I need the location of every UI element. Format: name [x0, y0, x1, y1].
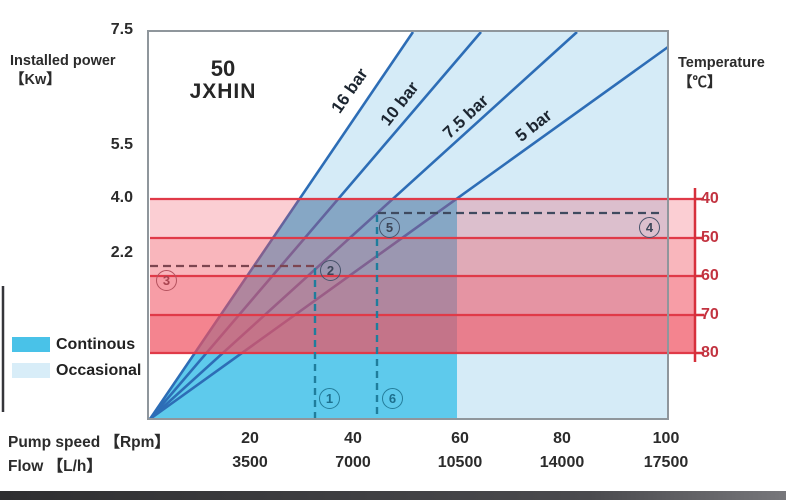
marker-2: 2: [320, 260, 341, 281]
flow-axis-title: Flow 【L/h】: [8, 458, 102, 475]
pressure-line-10bar: [149, 31, 482, 420]
power-tick-5-5: 5.5: [110, 136, 133, 153]
power-axis-title: Installed power: [10, 53, 116, 69]
flow-tick-3500: 3500: [232, 454, 268, 471]
temp-tick-50: 50: [701, 229, 719, 246]
power-tick-4-0: 4.0: [110, 189, 133, 206]
temp-tick-80: 80: [701, 344, 719, 361]
marker-4: 4: [639, 217, 660, 238]
legend-label-occasional: Occasional: [56, 362, 142, 379]
speed-tick-80: 80: [553, 430, 571, 447]
temp-tick-70: 70: [701, 306, 719, 323]
power-tick-7-5: 7.5: [110, 21, 133, 38]
flow-tick-7000: 7000: [335, 454, 371, 471]
marker-6: 6: [382, 388, 403, 409]
marker-1: 1: [319, 388, 340, 409]
speed-axis-title: Pump speed 【Rpm】: [8, 434, 170, 451]
legend-label-continuous: Continous: [56, 336, 136, 353]
power-tick-2-2: 2.2: [110, 244, 133, 261]
chart-model-title: 50 JXHIN: [148, 56, 298, 104]
temperature-axis-title: Temperature: [678, 55, 765, 71]
temperature-band-lines: [150, 197, 695, 355]
temp-tick-40: 40: [701, 190, 719, 207]
pressure-lines: [148, 31, 669, 421]
chart-model-name: JXHIN: [189, 80, 257, 103]
pressure-line-5bar: [149, 45, 669, 421]
temperature-axis: [693, 188, 704, 362]
pressure-line-16bar: [148, 31, 415, 420]
flow-tick-17500: 17500: [643, 454, 689, 471]
plot-border: [147, 30, 669, 420]
marker-3: 3: [156, 270, 177, 291]
temperature-bands: [150, 199, 695, 353]
page-edge-bottom: [0, 491, 786, 500]
speed-tick-60: 60: [451, 430, 469, 447]
power-axis-unit: 【Kw】: [10, 72, 61, 88]
speed-tick-20: 20: [241, 430, 259, 447]
speed-tick-40: 40: [344, 430, 362, 447]
legend-swatch-continuous: [12, 337, 50, 352]
chart-model-number: 50: [210, 56, 236, 81]
temp-tick-60: 60: [701, 267, 719, 284]
pressure-line-7_5bar: [149, 31, 578, 420]
legend-swatch-occasional: [12, 363, 50, 378]
flow-tick-10500: 10500: [437, 454, 483, 471]
speed-tick-100: 100: [652, 430, 680, 447]
marker-5: 5: [379, 217, 400, 238]
flow-tick-14000: 14000: [539, 454, 585, 471]
temperature-axis-unit: 【℃】: [678, 75, 722, 91]
